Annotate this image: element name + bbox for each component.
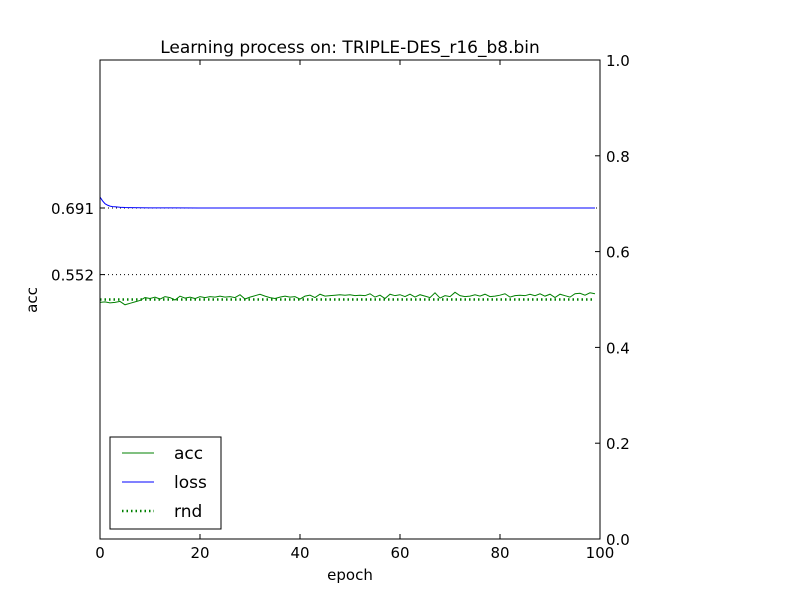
y-axis-label: acc (23, 287, 41, 313)
y-right-tick-label: 0.0 (606, 531, 630, 549)
x-axis-label: epoch (327, 566, 373, 584)
y-right-tick-label: 0.8 (606, 148, 630, 166)
chart-title: Learning process on: TRIPLE-DES_r16_b8.b… (160, 38, 540, 58)
legend-label-loss: loss (174, 473, 207, 493)
y-right-tick-label: 0.6 (606, 244, 630, 262)
y-right-tick-label: 1.0 (606, 52, 630, 70)
x-tick-label: 60 (390, 544, 409, 562)
y-right-tick-label: 0.4 (606, 339, 630, 357)
plot-area (99, 196, 600, 306)
y-left-tick-label: 0.552 (51, 267, 94, 285)
series-loss-line (99, 196, 595, 209)
y-left-tick-label: 0.691 (51, 200, 94, 218)
legend-label-acc: acc (174, 444, 203, 464)
x-tick-label: 40 (290, 544, 309, 562)
legend-box (109, 436, 222, 530)
x-tick-label: 100 (586, 544, 615, 562)
legend: acc loss rnd (109, 436, 222, 530)
y-right-tick-label: 0.2 (606, 435, 630, 453)
plot-frame (99, 59, 601, 540)
legend-label-rnd: rnd (174, 502, 202, 522)
x-tick-label: 80 (490, 544, 509, 562)
series-acc-line (99, 291, 596, 306)
x-tick-label: 20 (190, 544, 209, 562)
x-tick-label: 0 (95, 544, 105, 562)
